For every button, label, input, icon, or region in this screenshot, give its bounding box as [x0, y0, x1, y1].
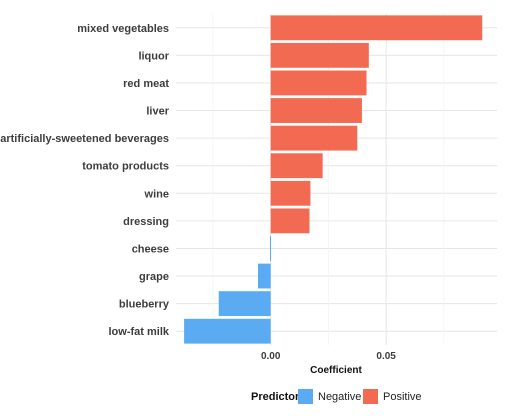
legend-swatch-negative	[298, 389, 313, 404]
legend-label-positive: Positive	[383, 391, 422, 403]
category-label: tomato products	[82, 161, 169, 173]
bar-tomato-products	[270, 153, 323, 179]
bar-artificially-sweetened-beverages	[270, 125, 358, 151]
category-label: liquor	[138, 50, 169, 62]
legend-label-negative: Negative	[318, 391, 361, 403]
category-labels: mixed vegetables liquor red meat liver artif…	[0, 23, 170, 338]
x-tick-label: 0.00	[261, 351, 281, 362]
legend: Predictor Negative Positive	[251, 389, 422, 404]
bar-dressing	[270, 208, 310, 234]
category-label: dressing	[123, 216, 169, 228]
category-label: red meat	[123, 78, 169, 90]
legend-title: Predictor	[251, 391, 300, 403]
bars	[184, 15, 483, 344]
category-label: blueberry	[119, 299, 170, 311]
legend-swatch-positive	[363, 389, 378, 404]
category-label: mixed vegetables	[77, 23, 169, 35]
bar-blueberry	[218, 291, 271, 317]
bar-liquor	[270, 42, 369, 68]
bar-red-meat	[270, 70, 367, 96]
bar-wine	[270, 180, 311, 206]
bar-liver	[270, 98, 362, 123]
bar-cheese	[269, 236, 271, 261]
category-label: artificially-sweetened beverages	[0, 133, 169, 145]
category-label: liver	[146, 106, 169, 118]
x-tick-labels: 0.00 0.05	[261, 351, 396, 362]
x-axis-title: Coefficient	[310, 365, 362, 376]
category-label: cheese	[132, 243, 169, 255]
x-tick-label: 0.05	[376, 351, 396, 362]
bar-mixed-vegetables	[270, 15, 483, 41]
category-label: grape	[139, 271, 169, 283]
bar-grape	[257, 263, 271, 289]
bar-low-fat-milk	[184, 318, 271, 344]
category-label: low-fat milk	[108, 326, 169, 338]
category-label: wine	[144, 188, 169, 200]
